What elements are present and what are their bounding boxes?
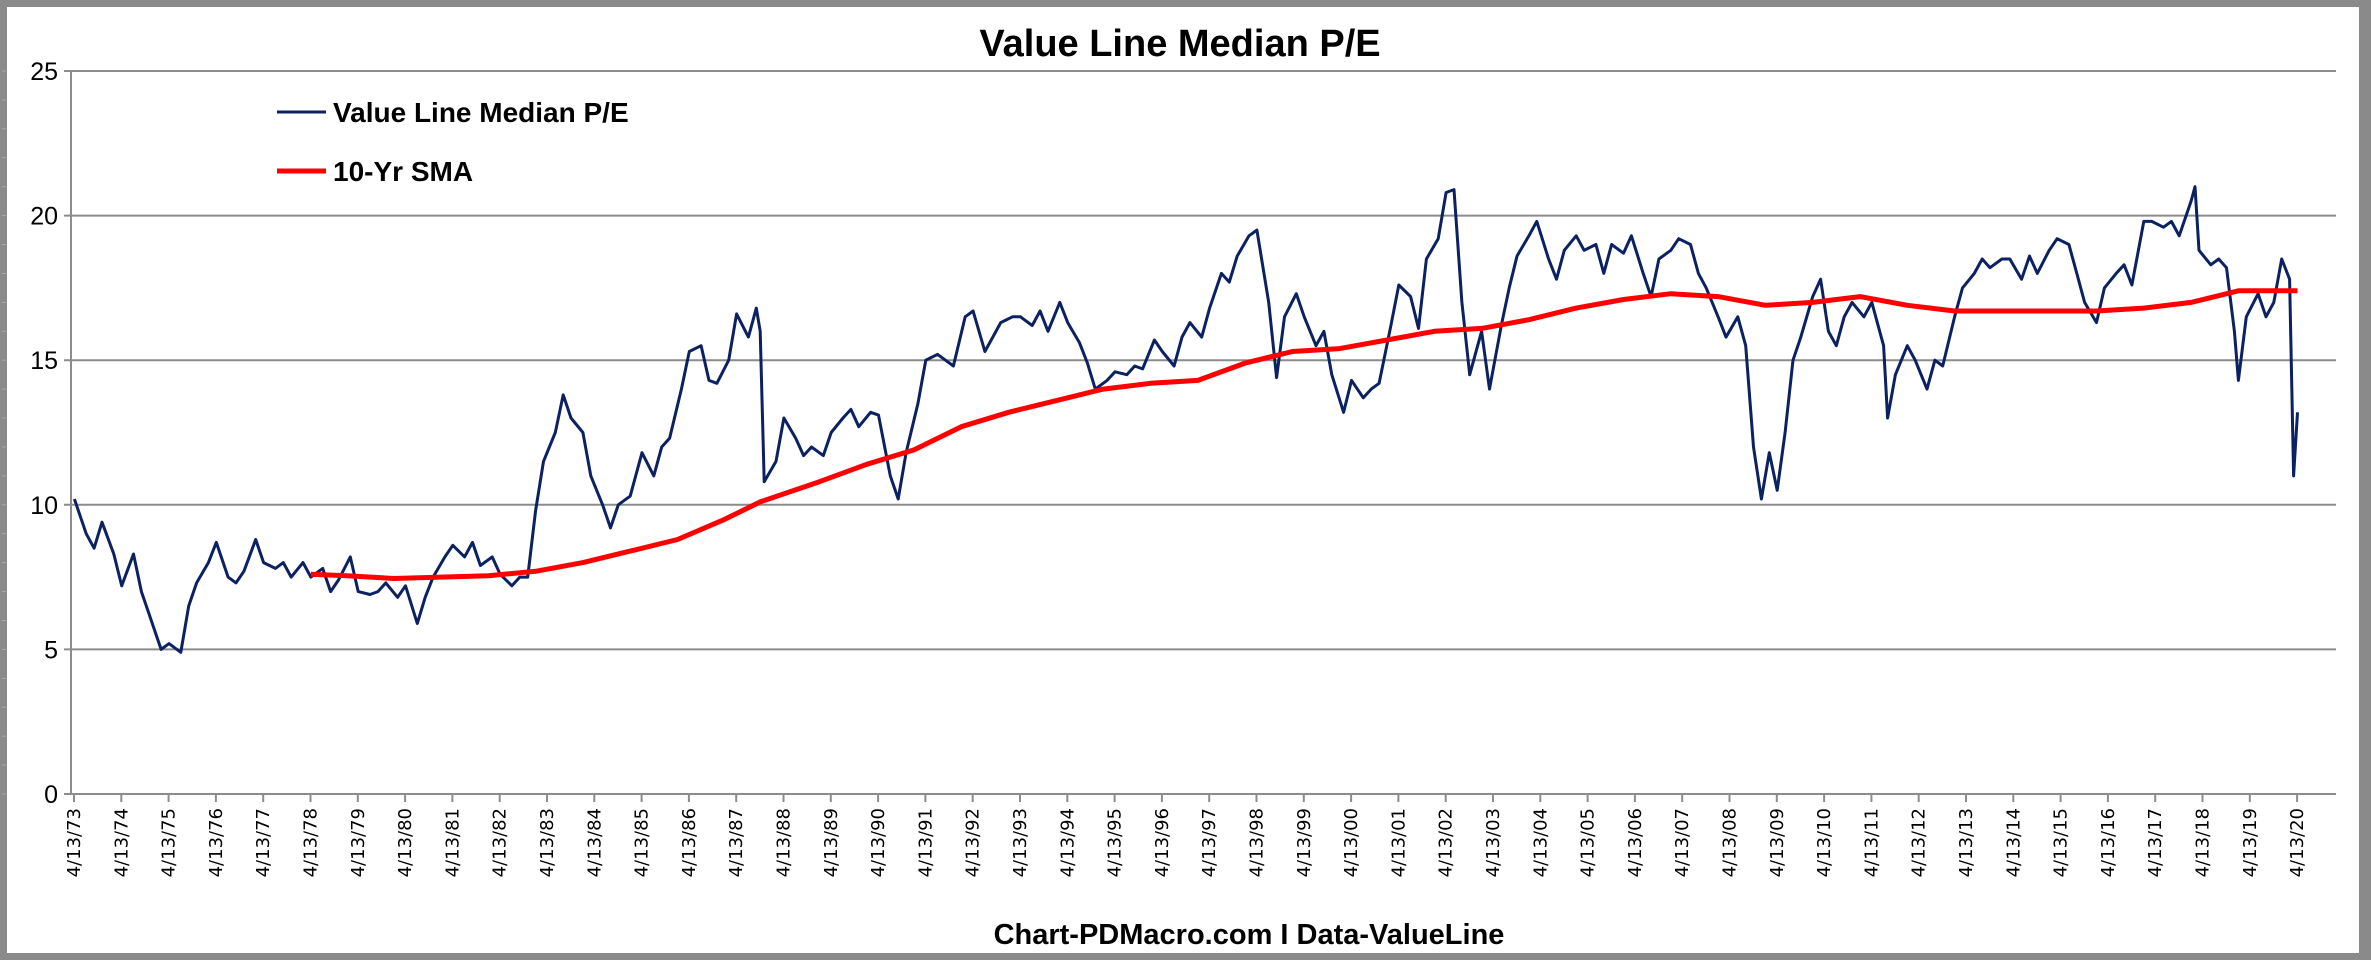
x-tick-label: 4/13/94 <box>1057 808 1078 877</box>
x-tick-label: 4/13/02 <box>1436 808 1457 877</box>
x-tick-label: 4/13/81 <box>442 808 463 877</box>
x-tick-label: 4/13/93 <box>1010 808 1031 877</box>
x-tick-label: 4/13/73 <box>64 808 85 877</box>
x-tick-label: 4/13/11 <box>1861 808 1882 877</box>
y-tick-label: 15 <box>30 347 58 375</box>
x-tick-label: 4/13/96 <box>1152 808 1173 877</box>
x-tick-label: 4/13/84 <box>584 808 605 877</box>
x-tick-label: 4/13/06 <box>1625 808 1646 877</box>
y-tick-label: 0 <box>44 781 58 809</box>
x-tick-label: 4/13/13 <box>1956 808 1977 877</box>
chart-title: Value Line Median P/E <box>979 23 1380 65</box>
x-tick-label: 4/13/20 <box>2287 808 2308 877</box>
x-tick-label: 4/13/80 <box>395 808 416 877</box>
x-tick-label: 4/13/77 <box>253 808 274 877</box>
x-tick-label: 4/13/75 <box>159 808 180 877</box>
x-tick-label: 4/13/99 <box>1294 808 1315 877</box>
x-tick-label: 4/13/90 <box>868 808 889 877</box>
x-tick-label: 4/13/19 <box>2240 808 2261 877</box>
x-tick-label: 4/13/03 <box>1483 808 1504 877</box>
x-tick-label: 4/13/98 <box>1247 808 1268 877</box>
legend: Value Line Median P/E 10-Yr SMA <box>277 97 629 187</box>
x-tick-label: 4/13/16 <box>2098 808 2119 877</box>
legend-label-pe: Value Line Median P/E <box>333 97 629 128</box>
y-tick-label: 5 <box>44 636 58 664</box>
x-tick-label: 4/13/95 <box>1105 808 1126 877</box>
x-tick-label: 4/13/01 <box>1388 808 1409 877</box>
x-tick-label: 4/13/15 <box>2051 808 2072 877</box>
x-tick-label: 4/13/05 <box>1578 808 1599 877</box>
y-tick-label: 20 <box>30 203 58 231</box>
x-tick-label: 4/13/82 <box>490 808 511 877</box>
x-tick-label: 4/13/78 <box>301 808 322 877</box>
x-tick-label: 4/13/88 <box>774 808 795 877</box>
x-tick-label: 4/13/92 <box>963 808 984 877</box>
x-tick-label: 4/13/91 <box>915 808 936 877</box>
y-tick-label: 25 <box>30 58 58 86</box>
x-tick-label: 4/13/09 <box>1767 808 1788 877</box>
x-tick-label: 4/13/18 <box>2193 808 2214 877</box>
x-tick-label: 4/13/12 <box>1909 808 1930 877</box>
series-line-sma <box>310 288 2298 581</box>
legend-label-sma: 10-Yr SMA <box>333 156 473 187</box>
x-tick-label: 4/13/00 <box>1341 808 1362 877</box>
x-tick-label: 4/13/74 <box>111 808 132 877</box>
y-tick-label: 10 <box>30 492 58 520</box>
x-tick-label: 4/13/04 <box>1530 808 1551 877</box>
x-tick-label: 4/13/10 <box>1814 808 1835 877</box>
x-tick-label: 4/13/79 <box>348 808 369 877</box>
x-tick-label: 4/13/85 <box>632 808 653 877</box>
x-tick-label: 4/13/86 <box>679 808 700 877</box>
x-tick-label: 4/13/87 <box>726 808 747 877</box>
x-tick-label: 4/13/17 <box>2145 808 2166 877</box>
x-tick-label: 4/13/97 <box>1199 808 1220 877</box>
x-tick-label: 4/13/08 <box>1720 808 1741 877</box>
x-tick-label: 4/13/07 <box>1672 808 1693 877</box>
x-tick-label: 4/13/83 <box>537 808 558 877</box>
series-line-pe <box>72 185 2299 654</box>
x-tick-label: 4/13/76 <box>206 808 227 877</box>
x-tick-label: 4/13/14 <box>2003 808 2024 877</box>
x-tick-label: 4/13/89 <box>821 808 842 877</box>
chart-footer-source: Chart-PDMacro.com I Data-ValueLine <box>994 919 1505 951</box>
